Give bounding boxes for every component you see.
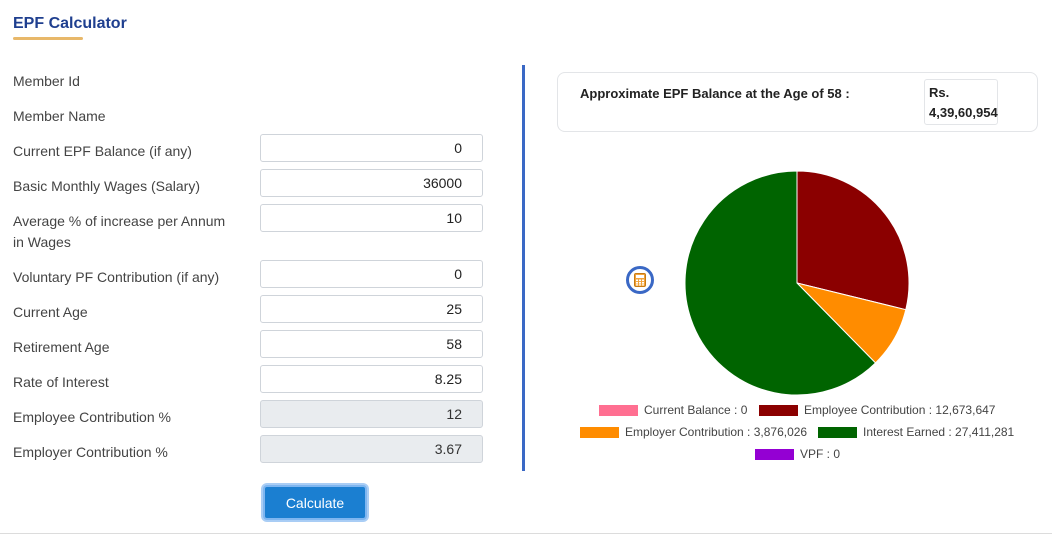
result-label: Approximate EPF Balance at the Age of 58… xyxy=(580,86,850,101)
retirement-age-input[interactable] xyxy=(260,330,483,358)
legend-interest-earned: Interest Earned : 27,411,281 xyxy=(818,425,1014,439)
calculator-icon[interactable] xyxy=(626,266,654,294)
average-increase-label-line1: Average % of increase per Annum xyxy=(13,213,226,229)
legend-label-employee-contribution: Employee Contribution : 12,673,647 xyxy=(804,403,996,417)
legend-swatch-employee-contribution xyxy=(759,404,798,416)
current-age-label: Current Age xyxy=(13,304,88,320)
calculate-button[interactable]: Calculate xyxy=(263,485,367,520)
epf-pie-chart xyxy=(684,170,910,396)
title-underline xyxy=(13,37,83,40)
member-id-label: Member Id xyxy=(13,73,80,89)
legend-label-interest-earned: Interest Earned : 27,411,281 xyxy=(863,425,1015,439)
result-currency: Rs. xyxy=(929,85,950,100)
legend-swatch-employer-contribution xyxy=(580,426,619,438)
legend-label-current-balance: Current Balance : 0 xyxy=(644,403,748,417)
legend-swatch-vpf xyxy=(755,448,794,460)
pie-slice-employee-contribution xyxy=(796,170,910,311)
employer-contribution-label: Employer Contribution % xyxy=(13,444,168,460)
voluntary-pf-label: Voluntary PF Contribution (if any) xyxy=(13,269,220,285)
legend-swatch-interest-earned xyxy=(818,426,857,438)
legend-swatch-current-balance xyxy=(599,404,638,416)
vertical-divider xyxy=(522,65,525,471)
legend-current-balance: Current Balance : 0 xyxy=(599,403,747,417)
legend-employee-contribution: Employee Contribution : 12,673,647 xyxy=(759,403,995,417)
employer-contribution-input xyxy=(260,435,483,463)
legend-employer-contribution: Employer Contribution : 3,876,026 xyxy=(580,425,807,439)
retirement-age-label: Retirement Age xyxy=(13,339,110,355)
basic-monthly-wages-input[interactable] xyxy=(260,169,483,197)
voluntary-pf-input[interactable] xyxy=(260,260,483,288)
average-increase-label: Average % of increase per Annum in Wages xyxy=(13,211,225,253)
average-increase-input[interactable] xyxy=(260,204,483,232)
current-epf-balance-input[interactable] xyxy=(260,134,483,162)
average-increase-label-line2: in Wages xyxy=(13,234,71,250)
result-value: Rs. 4,39,60,954 xyxy=(924,79,998,125)
current-epf-balance-label: Current EPF Balance (if any) xyxy=(13,143,192,159)
result-card: Approximate EPF Balance at the Age of 58… xyxy=(557,72,1038,132)
legend-vpf: VPF : 0 xyxy=(755,447,840,461)
rate-of-interest-label: Rate of Interest xyxy=(13,374,109,390)
current-age-input[interactable] xyxy=(260,295,483,323)
employee-contribution-input xyxy=(260,400,483,428)
bottom-divider xyxy=(0,533,1052,534)
basic-monthly-wages-label: Basic Monthly Wages (Salary) xyxy=(13,178,200,194)
pie-slice-interest-earned xyxy=(684,170,877,396)
calculator-icon-glyph xyxy=(634,273,646,287)
member-name-label: Member Name xyxy=(13,108,106,124)
result-amount: 4,39,60,954 xyxy=(929,105,998,120)
rate-of-interest-input[interactable] xyxy=(260,365,483,393)
legend-label-employer-contribution: Employer Contribution : 3,876,026 xyxy=(625,425,808,439)
legend-label-vpf: VPF : 0 xyxy=(800,447,841,461)
page-title: EPF Calculator xyxy=(13,15,127,32)
employee-contribution-label: Employee Contribution % xyxy=(13,409,171,425)
